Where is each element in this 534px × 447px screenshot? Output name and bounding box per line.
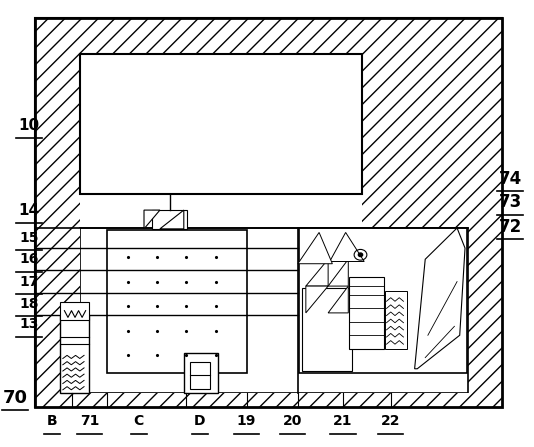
Text: 70: 70 [3,389,28,407]
Polygon shape [144,210,160,229]
Bar [35,393,502,407]
Text: 10: 10 [18,118,40,133]
Text: B: B [47,414,58,428]
Bar [35,18,502,407]
Text: 74: 74 [499,170,522,188]
Text: 19: 19 [237,414,256,428]
Bar [153,210,187,229]
Bar [300,228,467,373]
Bar [60,302,89,320]
Bar [35,18,77,407]
Bar [35,54,80,228]
Text: 72: 72 [499,218,522,236]
Polygon shape [306,286,328,313]
Bar [35,228,80,393]
Bar [35,18,77,54]
Text: 21: 21 [333,414,353,428]
Bar [184,353,218,393]
Text: 16: 16 [19,252,38,266]
Bar [386,291,407,349]
Circle shape [358,253,363,257]
Polygon shape [306,259,328,286]
Bar [35,393,502,407]
Polygon shape [160,210,184,229]
Bar [190,362,210,389]
Text: 18: 18 [19,297,38,311]
Bar [80,228,468,393]
Text: 71: 71 [80,414,99,428]
Text: 22: 22 [381,414,400,428]
Bar [80,54,362,194]
Text: 20: 20 [283,414,302,428]
Polygon shape [329,232,364,261]
Bar [362,54,468,228]
Bar [302,288,352,371]
Bar [51,22,484,396]
Text: 73: 73 [499,193,522,211]
Bar [60,315,89,393]
Text: D: D [194,414,206,428]
Bar [468,18,502,407]
Text: 13: 13 [19,317,38,331]
Polygon shape [328,259,348,286]
Bar [77,18,468,54]
Polygon shape [328,286,348,313]
Bar [107,230,247,373]
Bar [35,18,502,407]
Text: 14: 14 [18,202,40,218]
Polygon shape [298,232,332,264]
Bar [468,18,502,54]
Text: C: C [134,414,144,428]
Text: 15: 15 [19,231,38,245]
Text: 17: 17 [19,274,38,289]
Polygon shape [414,228,465,369]
Bar [349,277,384,349]
